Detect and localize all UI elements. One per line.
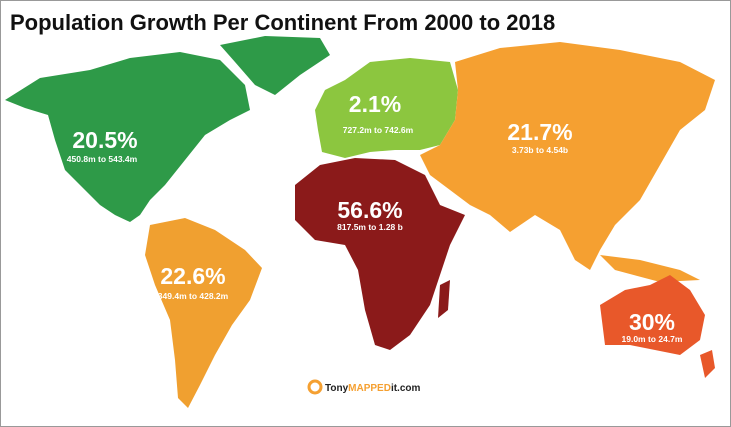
range-label: 3.73b to 4.54b <box>512 145 568 155</box>
logo-part: it.com <box>391 383 421 394</box>
logo-part: Tony <box>325 383 349 394</box>
logo-part: MAPPED <box>348 383 391 394</box>
range-label: 727.2m to 742.6m <box>343 125 414 135</box>
europe <box>315 58 458 158</box>
new-zealand <box>700 350 715 378</box>
asia <box>420 42 715 270</box>
north-america <box>5 52 250 222</box>
growth-label: 22.6% <box>160 263 225 289</box>
africa <box>295 158 465 350</box>
growth-label: 21.7% <box>507 119 572 145</box>
growth-label: 2.1% <box>349 91 401 117</box>
range-label: 817.5m to 1.28 b <box>337 222 403 232</box>
greenland <box>220 36 330 95</box>
range-label: 19.0m to 24.7m <box>622 334 683 344</box>
logo-icon <box>307 379 323 395</box>
range-label: 349.4m to 428.2m <box>158 291 229 301</box>
range-label: 450.8m to 543.4m <box>67 154 138 164</box>
growth-label: 56.6% <box>337 197 402 223</box>
southeast-asia-islands <box>600 255 700 282</box>
australia <box>600 275 705 355</box>
logo: TonyMAPPEDit.com <box>325 383 421 394</box>
south-america <box>145 218 262 408</box>
madagascar <box>438 280 450 318</box>
growth-label: 20.5% <box>72 127 137 153</box>
growth-label: 30% <box>629 309 675 335</box>
title: Population Growth Per Continent From 200… <box>10 10 555 35</box>
